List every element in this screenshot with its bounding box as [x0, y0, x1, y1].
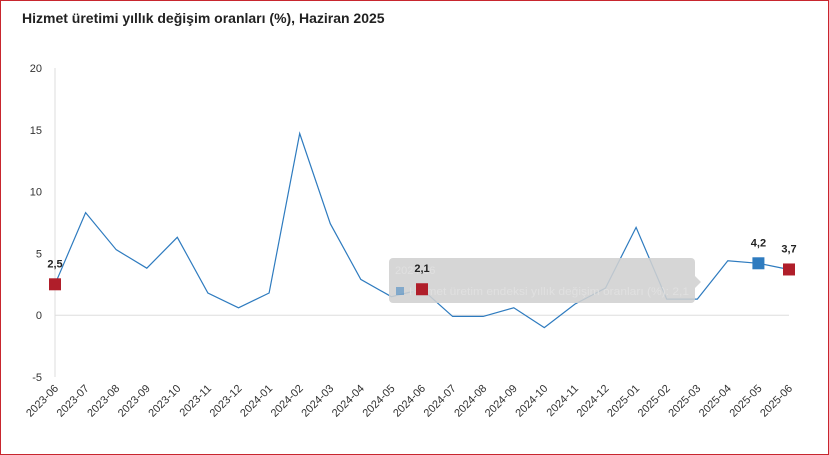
- x-tick-label: 2023-08: [85, 383, 122, 420]
- x-tick-label: 2024-12: [575, 383, 612, 420]
- x-tick-label: 2023-11: [178, 383, 214, 419]
- x-tick-label: 2024-08: [452, 383, 489, 420]
- y-tick-label: 5: [36, 248, 42, 260]
- x-tick-label: 2025-06: [758, 383, 795, 420]
- x-tick-label: 2025-02: [636, 383, 673, 420]
- x-tick-label: 2025-01: [605, 383, 642, 420]
- x-tick-label: 2024-05: [361, 383, 398, 420]
- tooltip-value: Hizmet üretim endeksi yıllık değişim ora…: [409, 286, 689, 298]
- x-tick-label: 2025-04: [697, 383, 734, 420]
- tooltip-box: [389, 258, 695, 303]
- tooltip-header: 2024-06: [395, 265, 435, 277]
- x-tick-label: 2024-06: [391, 383, 428, 420]
- x-tick-label: 2025-05: [728, 383, 765, 420]
- y-tick-label: 10: [30, 187, 42, 199]
- y-tick-label: -5: [32, 372, 42, 384]
- data-point-marker[interactable]: [752, 257, 765, 270]
- x-tick-label: 2024-04: [330, 383, 367, 420]
- x-tick-label: 2024-03: [299, 383, 336, 420]
- data-point-marker[interactable]: [783, 263, 795, 276]
- x-tick-label: 2023-10: [146, 383, 183, 420]
- x-tick-label: 2023-07: [55, 383, 92, 420]
- x-tick-label: 2024-10: [513, 383, 550, 420]
- x-tick-label: 2024-09: [483, 383, 520, 420]
- data-label: 2,5: [47, 258, 62, 270]
- x-tick-label: 2023-06: [24, 383, 61, 420]
- y-tick-label: 0: [36, 310, 42, 322]
- data-label: 2,1: [414, 263, 429, 275]
- x-tick-label: 2024-02: [269, 383, 306, 420]
- y-tick-label: 20: [30, 63, 42, 75]
- y-tick-label: 15: [30, 125, 42, 137]
- x-tick-label: 2023-12: [208, 383, 245, 420]
- tooltip-pointer: [695, 276, 701, 288]
- data-label: 4,2: [751, 237, 766, 249]
- data-label: 3,7: [781, 243, 796, 255]
- x-tick-label: 2024-07: [422, 383, 459, 420]
- x-tick-label: 2024-01: [238, 383, 275, 420]
- data-point-marker[interactable]: [416, 283, 428, 296]
- x-tick-label: 2025-03: [666, 383, 703, 420]
- tooltip-legend-swatch: [396, 287, 404, 295]
- x-tick-label: 2023-09: [116, 383, 153, 420]
- data-point-marker[interactable]: [49, 278, 61, 291]
- chart-title: Hizmet üretimi yıllık değişim oranları (…: [22, 10, 385, 26]
- x-tick-label: 2024-11: [545, 383, 581, 419]
